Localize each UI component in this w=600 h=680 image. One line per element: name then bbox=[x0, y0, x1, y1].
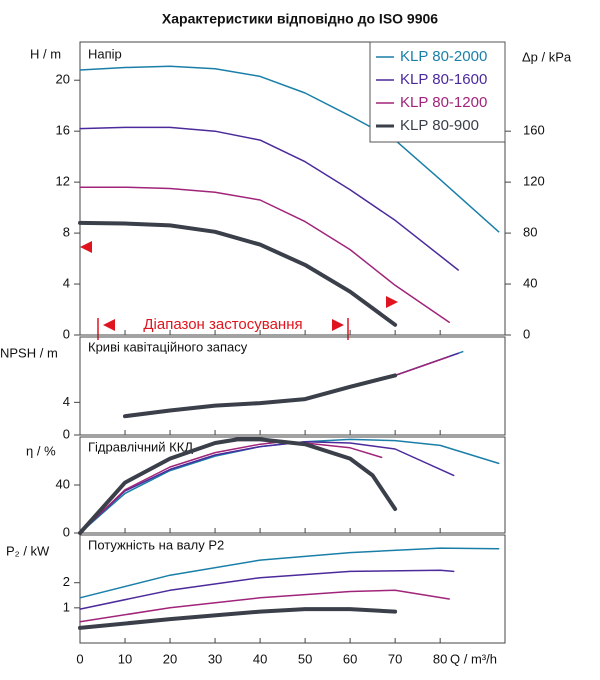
range-marker bbox=[80, 241, 92, 253]
legend-label: KLP 80-900 bbox=[400, 117, 479, 134]
curve bbox=[394, 355, 450, 377]
x-tick-label: 10 bbox=[118, 651, 132, 666]
y2-tick-label: 120 bbox=[523, 174, 545, 189]
y-tick-label: 12 bbox=[56, 174, 70, 189]
y-tick-label: 40 bbox=[56, 476, 70, 491]
y2-axis-label: Δp / kPa bbox=[522, 49, 572, 64]
curve bbox=[79, 65, 500, 233]
y-tick-label: 4 bbox=[63, 394, 70, 409]
y-axis-label: NPSH / m bbox=[0, 345, 58, 360]
y-axis-label: P₂ / kW bbox=[6, 543, 50, 558]
x-tick-label: 50 bbox=[298, 651, 312, 666]
curve bbox=[79, 441, 383, 534]
y-tick-label: 8 bbox=[63, 225, 70, 240]
y-tick-label: 16 bbox=[56, 123, 70, 138]
range-marker bbox=[386, 296, 398, 308]
panel-label: Потужність на валу P2 bbox=[88, 537, 224, 552]
x-tick-label: 40 bbox=[253, 651, 267, 666]
curve bbox=[79, 547, 500, 599]
y2-tick-label: 80 bbox=[523, 225, 537, 240]
panel-label: Напір bbox=[88, 46, 122, 61]
range-arrow bbox=[332, 319, 344, 331]
x-tick-label: 30 bbox=[208, 651, 222, 666]
y-tick-label: 0 bbox=[63, 524, 70, 539]
curve bbox=[123, 373, 398, 419]
x-tick-label: 80 bbox=[433, 651, 447, 666]
y2-tick-label: 0 bbox=[523, 326, 530, 341]
y-axis-label: η / % bbox=[26, 443, 56, 458]
y-tick-label: 1 bbox=[63, 599, 70, 614]
chart-title: Характеристики відповідно до ISO 9906 bbox=[162, 11, 438, 27]
x-tick-label: 20 bbox=[163, 651, 177, 666]
range-arrow bbox=[103, 319, 115, 331]
x-tick-label: 60 bbox=[343, 651, 357, 666]
legend-label: KLP 80-1600 bbox=[400, 71, 487, 88]
curve bbox=[79, 589, 450, 623]
curve bbox=[78, 437, 398, 535]
panel-frame bbox=[79, 336, 506, 436]
panel-frame bbox=[79, 41, 506, 336]
range-label: Діапазон застосування bbox=[143, 316, 302, 333]
y-tick-label: 20 bbox=[56, 72, 70, 87]
curve bbox=[79, 186, 450, 324]
y2-tick-label: 160 bbox=[523, 123, 545, 138]
y-axis-label: H / m bbox=[30, 46, 61, 61]
curve bbox=[79, 441, 455, 534]
y-tick-label: 4 bbox=[63, 275, 70, 290]
legend-label: KLP 80-1200 bbox=[400, 94, 487, 111]
panel-label: Криві кавітаційного запасу bbox=[88, 339, 248, 354]
x-axis-label: Q / m³/h bbox=[450, 651, 497, 666]
panel-frame bbox=[79, 534, 506, 644]
x-tick-label: 0 bbox=[76, 651, 83, 666]
y-tick-label: 0 bbox=[63, 426, 70, 441]
curve bbox=[79, 126, 459, 271]
curve bbox=[78, 220, 398, 327]
legend-label: KLP 80-2000 bbox=[400, 48, 487, 65]
curve bbox=[79, 569, 455, 610]
y-tick-label: 0 bbox=[63, 326, 70, 341]
y2-tick-label: 40 bbox=[523, 275, 537, 290]
panel-label: Гідравлічний ККД bbox=[88, 439, 193, 454]
x-tick-label: 70 bbox=[388, 651, 402, 666]
curve bbox=[78, 607, 398, 630]
y-tick-label: 2 bbox=[63, 574, 70, 589]
